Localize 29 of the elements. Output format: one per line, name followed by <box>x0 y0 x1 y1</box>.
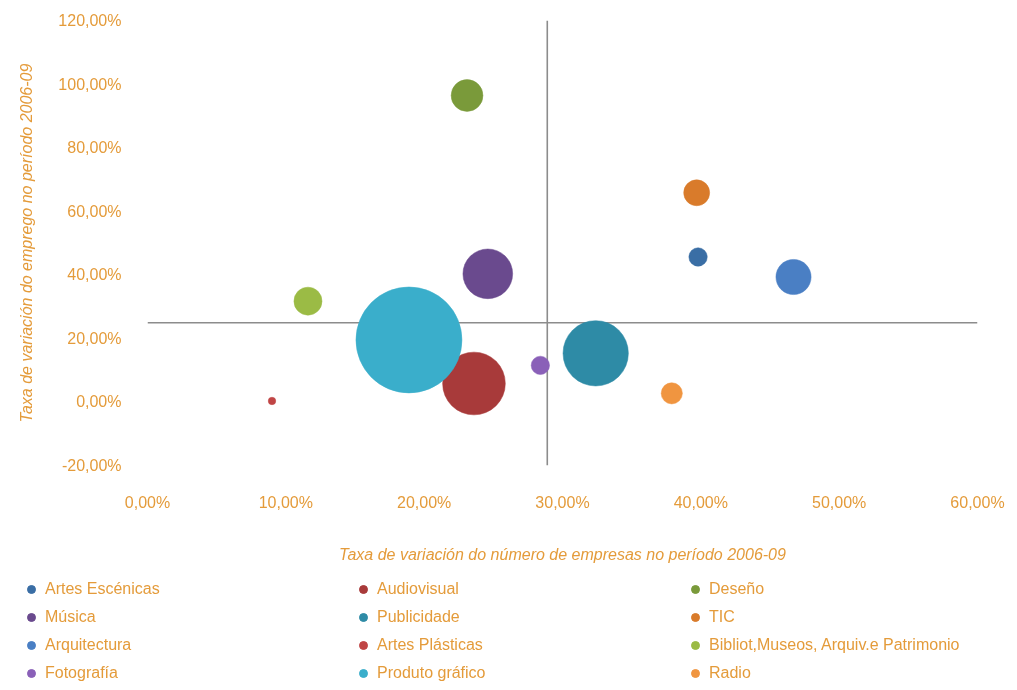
legend-label: Arquitectura <box>45 636 133 654</box>
legend-label: Artes Plásticas <box>377 636 484 654</box>
x-tick-label: 30,00% <box>535 493 590 511</box>
x-tick-label: 40,00% <box>673 493 728 511</box>
y-tick-label: -20,00% <box>61 457 122 474</box>
legend-label: Produto gráfico <box>377 664 487 682</box>
legend-label: Artes Escénicas <box>45 580 161 598</box>
legend-label: Fotografía <box>45 664 119 682</box>
legend-label: Radio <box>709 664 752 682</box>
legend-label: Música <box>45 608 97 626</box>
y-tick-label: 40,00% <box>67 266 122 284</box>
y-tick-label: 80,00% <box>67 139 122 157</box>
legend-label: Deseño <box>709 580 766 598</box>
x-axis-title: Taxa de variación do número de empresas no período 2006-09 <box>339 545 787 563</box>
x-tick-label: 20,00% <box>397 493 452 511</box>
legend-label: Publicidade <box>377 608 461 626</box>
x-tick-label: 10,00% <box>258 493 313 511</box>
x-tick-label: 50,00% <box>812 493 867 511</box>
legend-label: TIC <box>709 608 736 626</box>
y-tick-label: 0,00% <box>76 393 122 411</box>
y-tick-label: 120,00% <box>58 12 122 29</box>
legend-label: Bibliot,Museos, Arquiv.e Patrimonio <box>709 636 961 654</box>
x-tick-label: 0,00% <box>124 493 171 511</box>
legend-label: Audiovisual <box>377 580 460 598</box>
y-axis-title: Taxa de variación do emprego no período 2006-09 <box>18 63 36 423</box>
y-tick-label: 60,00% <box>67 202 122 220</box>
x-tick-label: 60,00% <box>950 493 1005 511</box>
y-tick-label: 100,00% <box>58 75 122 93</box>
y-tick-label: 20,00% <box>67 329 122 347</box>
